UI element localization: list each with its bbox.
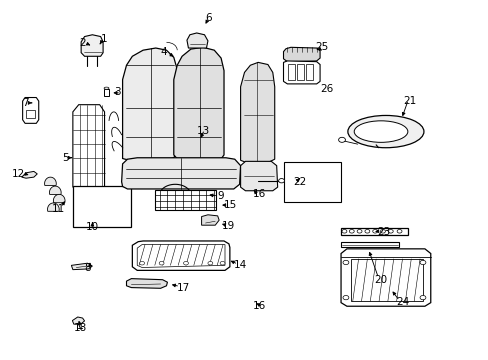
Ellipse shape <box>348 229 353 233</box>
Polygon shape <box>132 241 229 270</box>
Ellipse shape <box>341 229 346 233</box>
Text: 25: 25 <box>314 42 327 52</box>
Polygon shape <box>122 158 240 189</box>
Text: 24: 24 <box>396 297 409 307</box>
Ellipse shape <box>220 261 224 265</box>
Ellipse shape <box>396 229 401 233</box>
Ellipse shape <box>364 229 369 233</box>
Text: 2: 2 <box>79 38 86 48</box>
Text: 18: 18 <box>73 323 87 333</box>
Polygon shape <box>126 279 167 288</box>
Ellipse shape <box>419 296 425 300</box>
Polygon shape <box>81 35 103 56</box>
Text: 7: 7 <box>22 98 28 108</box>
Text: 5: 5 <box>62 153 69 163</box>
Polygon shape <box>122 48 177 160</box>
Bar <box>297 64 304 80</box>
Bar <box>104 89 109 96</box>
Polygon shape <box>72 317 84 324</box>
Polygon shape <box>22 98 39 123</box>
Text: 1: 1 <box>101 34 108 44</box>
Text: 16: 16 <box>252 189 265 199</box>
Bar <box>350 259 422 301</box>
Text: 4: 4 <box>161 46 167 57</box>
Text: 22: 22 <box>292 177 305 187</box>
Polygon shape <box>240 62 274 163</box>
Bar <box>305 64 312 80</box>
Text: 10: 10 <box>85 222 99 232</box>
Bar <box>288 64 295 80</box>
Text: 15: 15 <box>224 200 237 210</box>
Ellipse shape <box>342 296 348 300</box>
Text: 6: 6 <box>205 13 212 23</box>
Ellipse shape <box>380 229 385 233</box>
Text: 14: 14 <box>233 260 247 270</box>
Bar <box>155 190 215 211</box>
Text: 12: 12 <box>12 168 25 179</box>
Text: 13: 13 <box>196 126 209 136</box>
Polygon shape <box>21 171 37 178</box>
Polygon shape <box>71 263 92 270</box>
Polygon shape <box>186 33 207 48</box>
Text: 20: 20 <box>374 275 387 285</box>
Text: 3: 3 <box>114 87 121 97</box>
Bar <box>284 162 340 202</box>
Ellipse shape <box>353 121 407 142</box>
Ellipse shape <box>104 87 109 89</box>
Text: 9: 9 <box>217 191 224 201</box>
Text: 23: 23 <box>376 227 389 237</box>
Polygon shape <box>137 244 224 267</box>
Bar <box>73 186 131 226</box>
Text: 17: 17 <box>177 283 190 293</box>
Text: 11: 11 <box>52 204 65 214</box>
Text: 19: 19 <box>222 221 235 231</box>
Text: 16: 16 <box>252 301 265 311</box>
Ellipse shape <box>278 179 284 183</box>
Ellipse shape <box>338 137 345 142</box>
Ellipse shape <box>183 261 188 265</box>
Ellipse shape <box>159 261 163 265</box>
Polygon shape <box>283 61 320 84</box>
Ellipse shape <box>387 229 392 233</box>
Polygon shape <box>173 47 224 160</box>
Ellipse shape <box>372 229 377 233</box>
Polygon shape <box>49 186 61 194</box>
Text: 21: 21 <box>403 96 416 106</box>
Bar <box>340 242 398 247</box>
Polygon shape <box>73 105 104 187</box>
Polygon shape <box>53 194 65 203</box>
Ellipse shape <box>347 116 423 148</box>
Bar <box>340 228 407 234</box>
Polygon shape <box>340 249 430 306</box>
Ellipse shape <box>207 261 212 265</box>
Polygon shape <box>47 203 59 211</box>
Polygon shape <box>240 161 277 191</box>
Text: 8: 8 <box>84 263 91 273</box>
Ellipse shape <box>342 260 348 265</box>
Ellipse shape <box>356 229 361 233</box>
Polygon shape <box>283 47 320 62</box>
Text: 26: 26 <box>319 84 332 94</box>
Bar <box>26 110 35 118</box>
Polygon shape <box>44 177 56 185</box>
Ellipse shape <box>140 261 144 265</box>
Ellipse shape <box>419 260 425 265</box>
Polygon shape <box>201 215 219 225</box>
